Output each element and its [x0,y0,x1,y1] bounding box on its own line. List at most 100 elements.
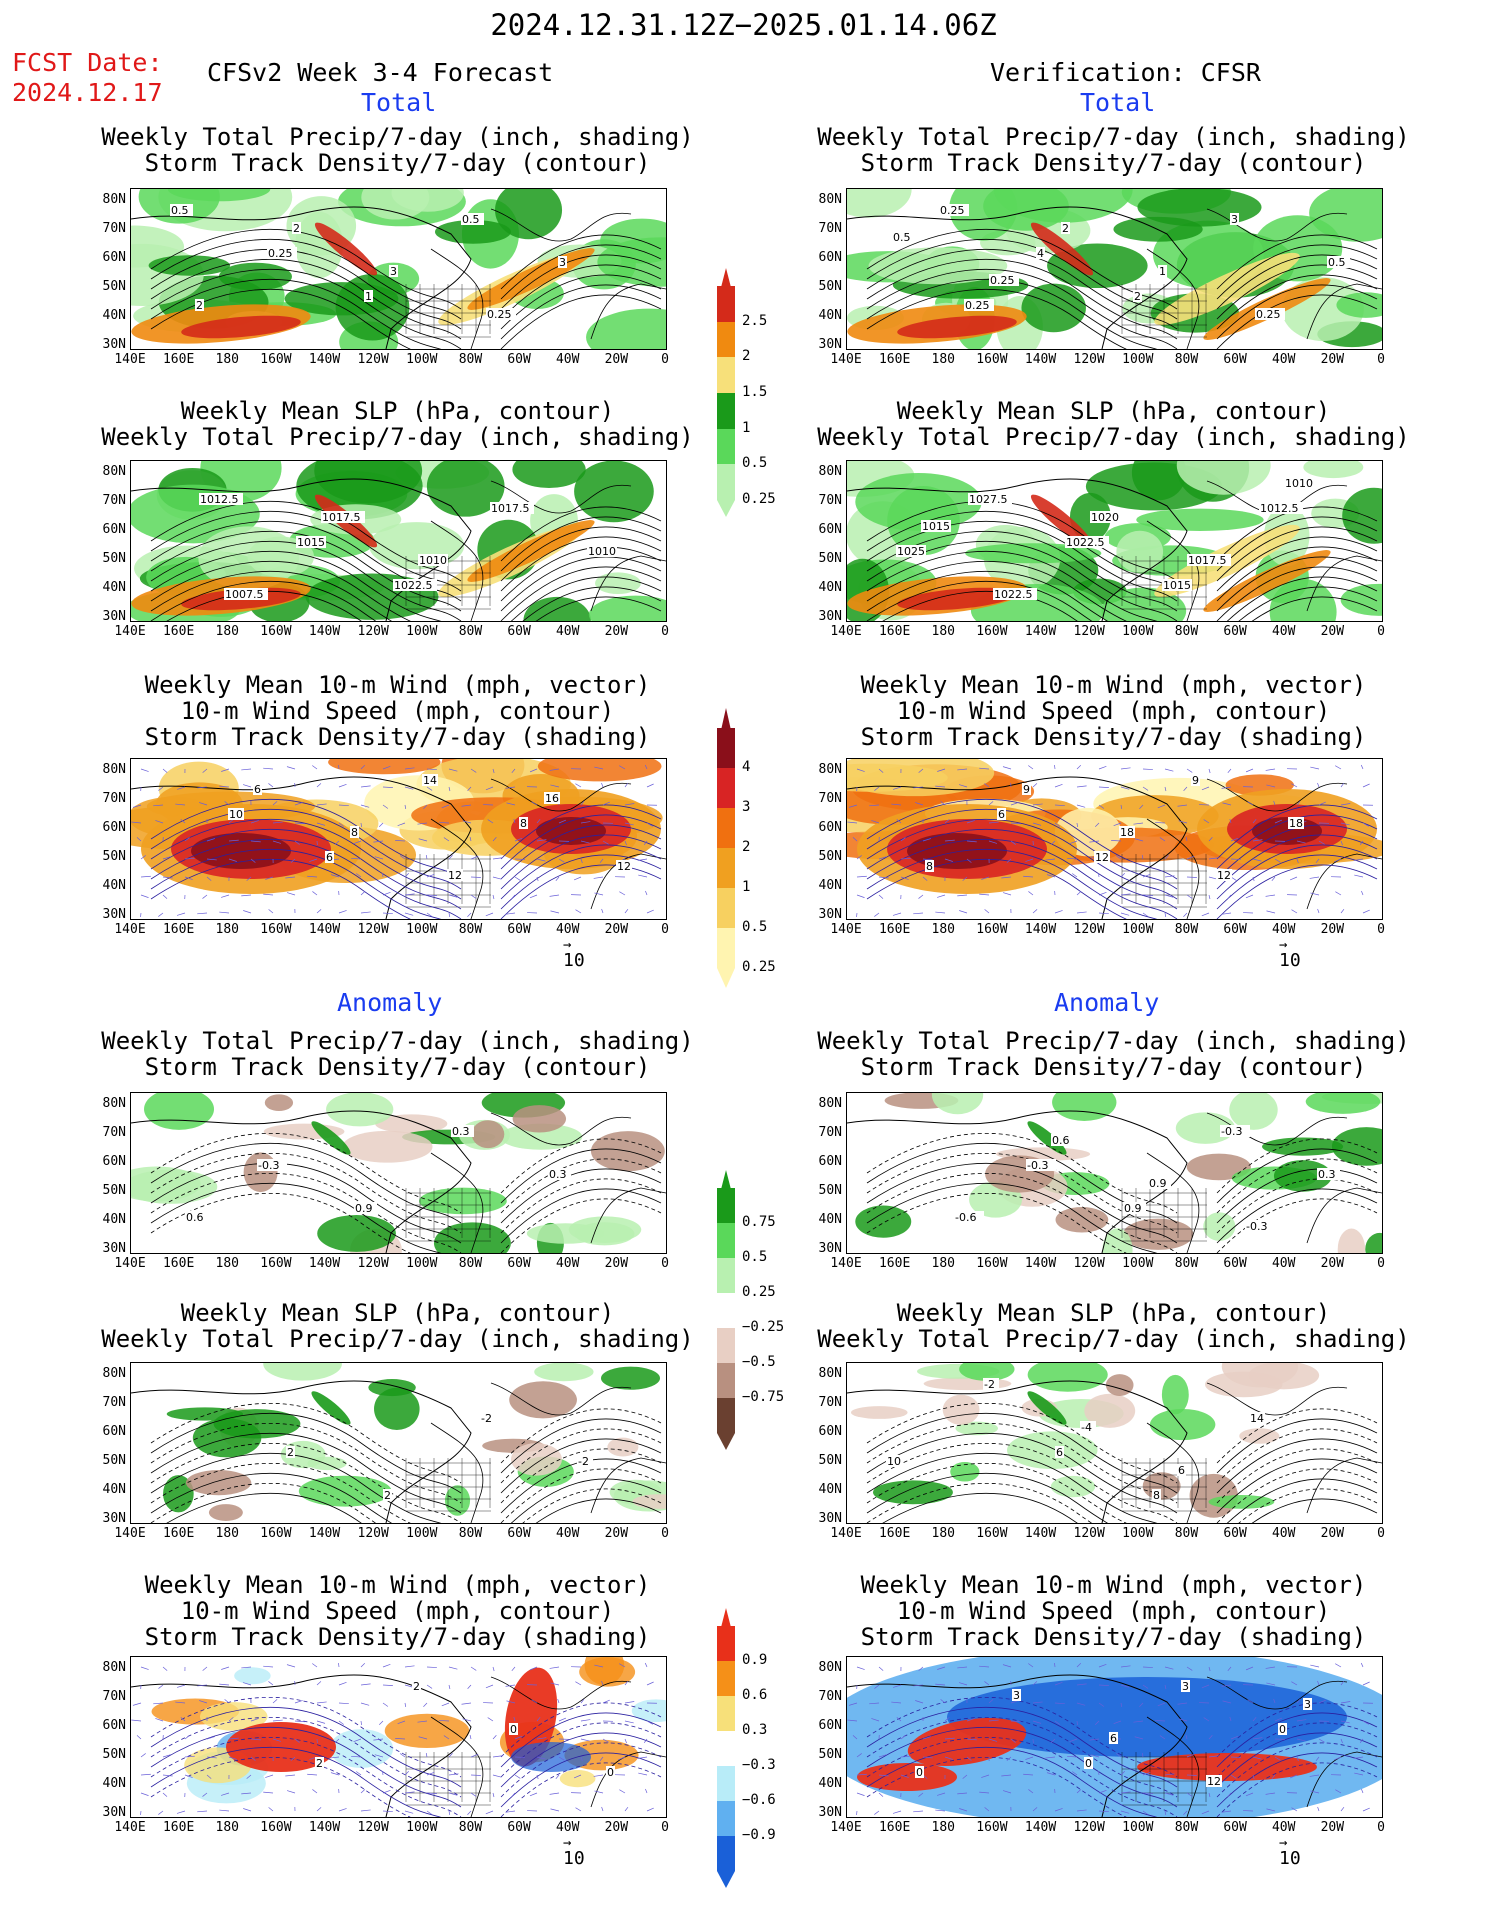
wind-vector [272,1699,278,1704]
shading-blob [1205,1371,1283,1398]
lon-tick-label: 0 [1377,1526,1385,1541]
colorbar-label: −0.75 [742,1388,785,1405]
wind-vector [140,894,149,898]
contour-line [166,590,362,621]
wind-vector [487,819,494,824]
lat-tick-label: 30N [818,1511,842,1526]
lon-tick-label: 140W [308,352,341,367]
vector-reference-arrow-icon: → [563,1835,572,1851]
contour-label-bg [993,588,1037,600]
wind-vector [1069,840,1078,844]
wind-vector [1120,1791,1131,1794]
lat-tick-label: 40N [102,580,126,595]
wind-vector [426,1771,435,1776]
contour-line [866,808,1178,890]
wind-vector [856,1753,862,1758]
contour-line [500,1418,662,1474]
contour-label-bg [915,1766,924,1778]
contour-line [866,818,1178,900]
wind-vector [1142,894,1153,896]
contour-line [150,1422,462,1504]
wind-vector [1221,912,1232,915]
wind-vector [1155,822,1166,824]
wind-vector [492,1774,502,1778]
wind-vector [1245,768,1254,773]
contour-label-bg [1119,826,1135,838]
wind-vector [624,1680,629,1686]
contour-label: 0.3 [1318,1168,1336,1181]
colorbar-swatch [717,928,735,968]
contour-line [866,1162,1178,1244]
contour-line [1216,294,1378,349]
wind-vector [511,1792,516,1798]
wind-vector [162,768,168,773]
shading-blob [1084,1393,1136,1428]
wind-vector [599,1756,604,1762]
wind-vector [404,1810,414,1814]
contour-line [866,848,1158,919]
wind-vector [1098,1702,1105,1707]
wind-vector [1252,1716,1257,1722]
wind-vector [1178,820,1188,824]
shading-blob [298,1475,392,1507]
wind-vector [893,786,902,790]
wind-vector [988,1719,999,1722]
lon-tick-label: 120W [357,352,389,367]
wind-vector [263,893,274,896]
panel-title-line: Storm Track Density/7-day (contour) [144,1053,651,1081]
wind-vector [575,909,582,914]
wind-vector [1164,855,1169,860]
shading-blob [467,520,595,582]
contour-label: 0.6 [186,1211,204,1224]
shading-blob [1027,1363,1108,1392]
contour-label-bg [1123,1202,1146,1214]
shading-blob [419,1187,507,1215]
colorbar-swatch [717,357,735,393]
wind-vector [1247,1699,1254,1704]
lon-tick-label: 140E [830,1526,862,1541]
wind-vector [1076,891,1082,896]
wind-vector [399,1753,406,1758]
contour-label-bg [325,851,334,863]
wind-vector [219,1809,230,1812]
wind-vector [918,1792,924,1797]
wind-vector [856,768,865,772]
wind-vector [197,1810,208,1813]
contour-line [500,546,662,602]
wind-vector [1310,1790,1320,1794]
wind-vector [1266,910,1276,914]
wind-vector [1252,1737,1263,1740]
shading-blob [512,461,586,489]
contour-label: 18 [1120,826,1134,839]
wind-vector [1025,858,1034,862]
wind-vector [1002,1664,1012,1668]
colorbar-label: −0.5 [742,1353,776,1370]
wind-vector [1186,768,1193,773]
lon-tick-label: 100W [1122,352,1154,367]
wind-vector [944,839,955,842]
lon-tick-label: 0 [1377,352,1385,367]
lon-tick-label: 180 [215,1820,239,1835]
wind-vector [549,894,560,897]
coastline [847,1380,1188,1523]
wind-vector [1142,768,1153,770]
lat-tick-label: 80N [818,1660,842,1675]
contour-label-bg [616,860,632,872]
lat-tick-label: 80N [818,762,842,777]
wind-vector [1362,1720,1369,1725]
contour-label-bg [350,826,359,838]
coastline [847,776,1188,919]
wind-vector [404,767,415,770]
wind-vector [900,1735,906,1740]
contour-label: -0.3 [1246,1220,1267,1233]
wind-vector [470,855,479,860]
wind-vector [448,855,453,860]
wind-vector [892,912,902,916]
shading-blob [342,1130,433,1163]
contour-line [500,1138,662,1194]
wind-vector [645,1788,648,1794]
coastline [430,818,484,919]
wind-vector [448,768,458,772]
lon-tick-label: 140W [308,1256,341,1271]
